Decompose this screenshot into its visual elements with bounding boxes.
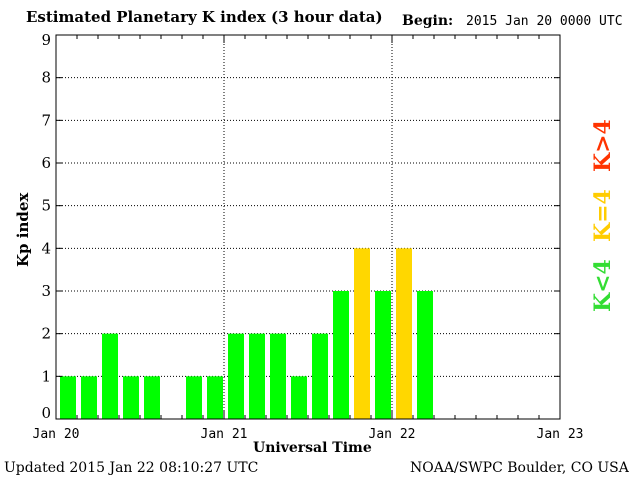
chart-title: Estimated Planetary K index (3 hour data…: [26, 8, 383, 26]
y-tick-label: 5: [41, 197, 51, 215]
begin-value: 2015 Jan 20 0000 UTC: [466, 14, 623, 29]
x-tick-label: Jan 22: [369, 427, 416, 442]
begin-label: Begin:: [402, 13, 454, 29]
y-axis-label: Kp index: [14, 192, 32, 267]
y-tick-label: 6: [41, 154, 51, 172]
kp-bar: [186, 376, 202, 419]
y-tick-label: 7: [41, 111, 51, 129]
kp-bar: [270, 333, 286, 419]
kp-bar: [81, 376, 97, 419]
kp-bar: [123, 376, 139, 419]
kp-bar: [375, 291, 391, 419]
legend-k-above-4: K>4: [590, 119, 616, 172]
plot-frame: [55, 34, 561, 420]
y-tick-label: 4: [41, 239, 51, 257]
updated-timestamp: Updated 2015 Jan 22 08:10:27 UTC: [4, 460, 259, 476]
x-axis-label: Universal Time: [253, 440, 372, 456]
y-tick-label: 1: [41, 367, 51, 385]
kp-bar: [207, 376, 223, 419]
kp-bar: [291, 376, 307, 419]
kp-bar: [417, 291, 433, 419]
kp-bar: [228, 333, 244, 419]
source-credit: NOAA/SWPC Boulder, CO USA: [410, 460, 629, 476]
y-tick-label: 8: [41, 69, 51, 87]
kp-bar: [60, 376, 76, 419]
y-tick-label: 3: [41, 282, 51, 300]
kp-bar: [102, 333, 118, 419]
kp-bar: [333, 291, 349, 419]
x-tick-label: Jan 20: [33, 427, 80, 442]
x-tick-label: Jan 23: [537, 427, 584, 442]
legend-k-below-4: K<4: [590, 259, 616, 312]
kp-bar: [144, 376, 160, 419]
y-tick-label: 0: [41, 404, 51, 422]
y-tick-label: 2: [41, 325, 51, 343]
x-tick-label: Jan 21: [201, 427, 248, 442]
kp-bar: [396, 248, 412, 419]
y-tick-label: 9: [41, 31, 51, 49]
kp-bar: [354, 248, 370, 419]
kp-bar: [312, 333, 328, 419]
kp-bar: [249, 333, 265, 419]
legend-k-equal-4: K=4: [590, 189, 616, 242]
